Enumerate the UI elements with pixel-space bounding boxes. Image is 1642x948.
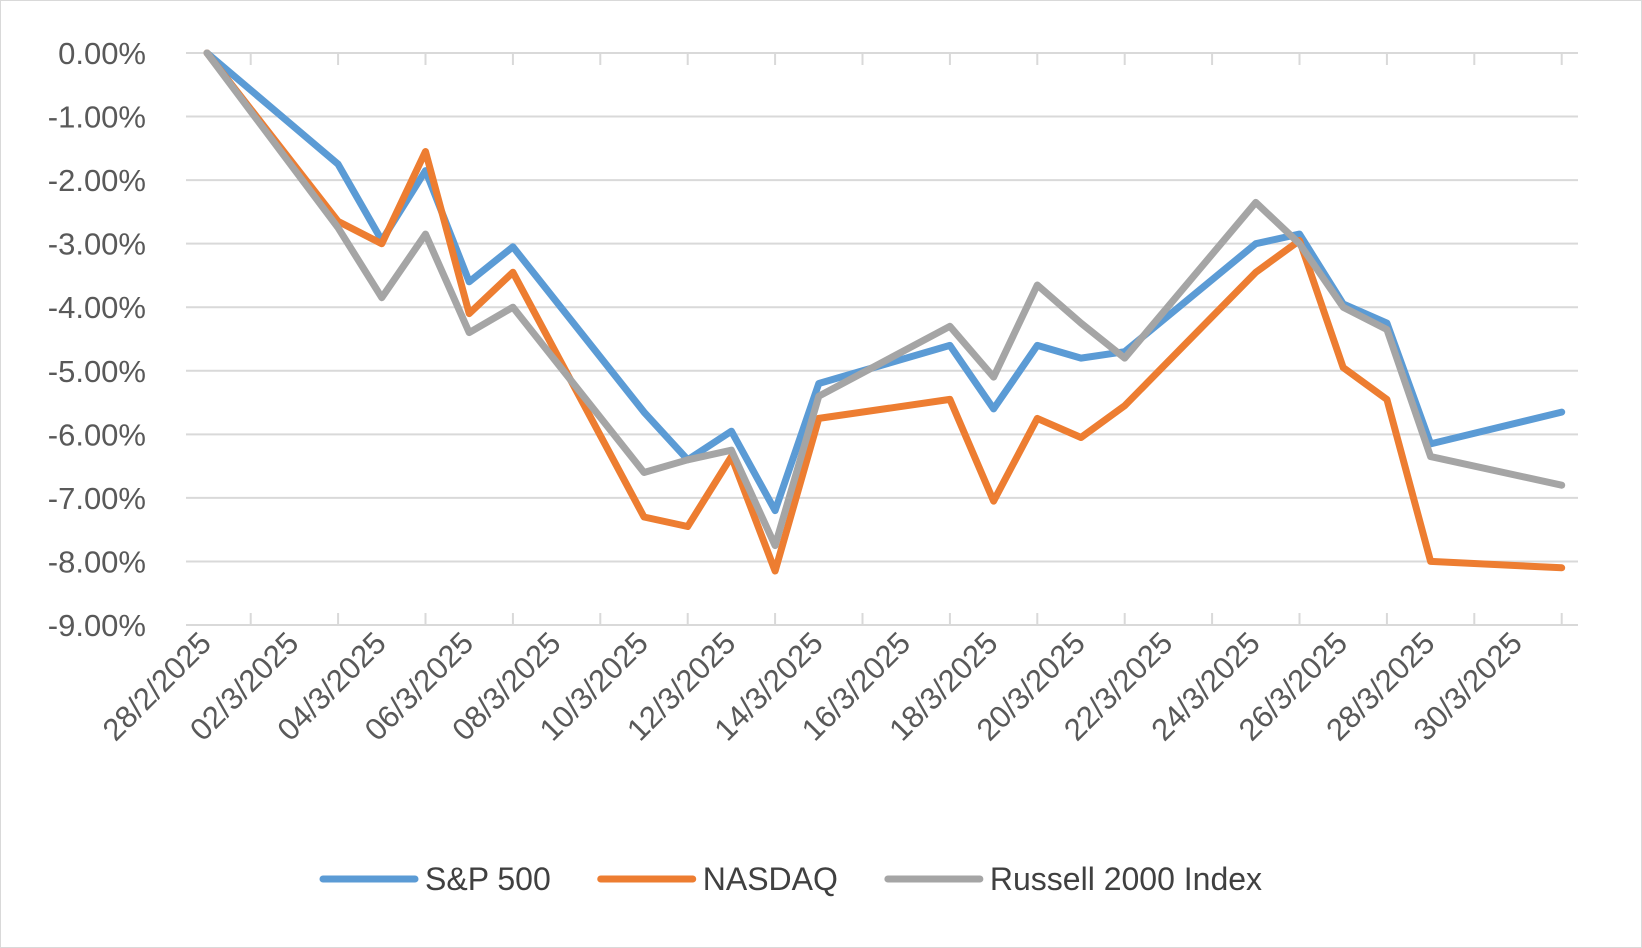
series-line-russell-2000-index (203, 49, 1566, 550)
x-axis-tick-labels: 28/2/202502/3/202504/3/202506/3/202508/3… (96, 625, 1529, 747)
legend: S&P 500 NASDAQ Russell 2000 Index (319, 861, 1262, 897)
gridlines (186, 52, 1578, 626)
x-axis-ticks (249, 53, 1563, 625)
y-tick-label: -4.00% (48, 290, 146, 325)
y-tick-label: -9.00% (48, 608, 146, 643)
legend-label: NASDAQ (703, 861, 838, 897)
legend-label: S&P 500 (425, 861, 551, 897)
y-tick-label: 0.00% (58, 36, 146, 71)
series-line-s-p-500 (203, 49, 1566, 515)
y-tick-label: -1.00% (48, 100, 146, 135)
y-tick-label: -5.00% (48, 354, 146, 389)
y-tick-label: -8.00% (48, 544, 146, 579)
legend-label: Russell 2000 Index (990, 861, 1262, 897)
y-tick-label: -3.00% (48, 227, 146, 262)
y-axis-tick-labels: 0.00% -1.00% -2.00% -3.00% -4.00% -5.00% -6.00… (48, 36, 146, 643)
y-tick-label: -6.00% (48, 417, 146, 452)
series-lines (203, 49, 1566, 575)
series-line-nasdaq (203, 49, 1566, 575)
y-tick-label: -2.00% (48, 163, 146, 198)
y-tick-label: -7.00% (48, 481, 146, 516)
